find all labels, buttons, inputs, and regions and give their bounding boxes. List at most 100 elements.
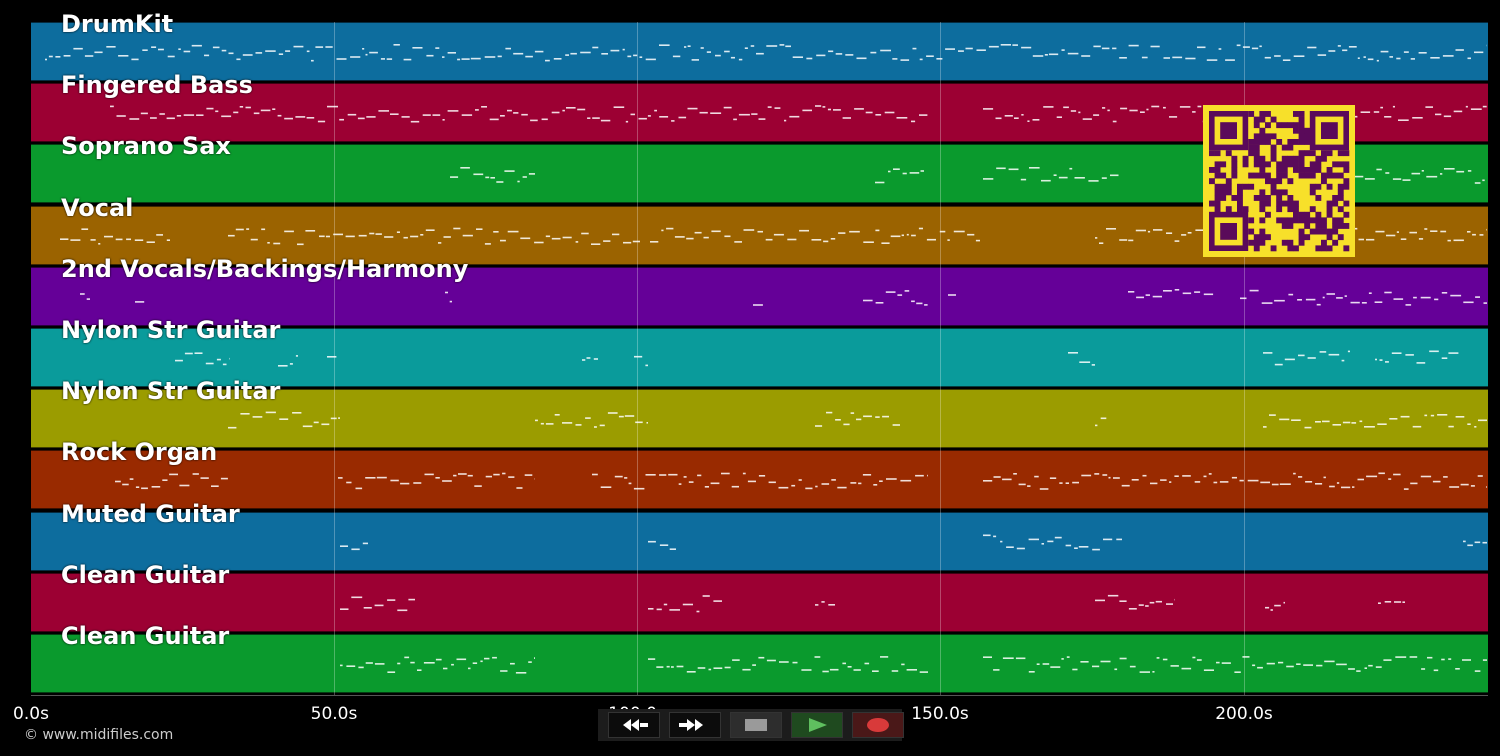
rewind-button[interactable]: [608, 712, 660, 738]
note-mark: [438, 242, 442, 244]
track-row[interactable]: [31, 450, 1488, 510]
note-mark: [508, 476, 515, 478]
track-row[interactable]: [31, 389, 1488, 449]
note-mark: [700, 47, 704, 49]
note-mark: [672, 55, 681, 58]
note-mark: [129, 118, 140, 120]
note-mark: [106, 46, 116, 48]
note-mark: [295, 116, 306, 118]
note-mark: [710, 482, 720, 485]
note-mark: [792, 661, 798, 664]
note-mark: [273, 242, 281, 245]
qr-code[interactable]: [1203, 105, 1355, 257]
note-mark: [765, 238, 773, 241]
note-mark: [178, 48, 181, 50]
note-mark: [815, 485, 818, 488]
note-mark: [875, 229, 880, 232]
note-mark: [1170, 665, 1179, 667]
note-mark: [278, 53, 284, 55]
note-mark: [1332, 424, 1341, 426]
note-mark: [472, 662, 478, 664]
note-mark: [1247, 479, 1259, 482]
note-mark: [676, 665, 684, 668]
note-mark: [577, 108, 586, 111]
note-mark: [410, 120, 420, 123]
note-mark: [1063, 106, 1069, 109]
note-mark: [1474, 541, 1481, 544]
stop-button[interactable]: [730, 712, 782, 738]
note-mark: [1352, 486, 1355, 488]
fast-forward-button[interactable]: [669, 712, 721, 738]
note-mark: [1348, 46, 1357, 48]
note-mark: [875, 302, 884, 304]
note-mark: [422, 114, 431, 116]
transport-bar: [598, 709, 904, 741]
note-mark: [1379, 359, 1383, 361]
note-mark: [1385, 361, 1389, 363]
note-mark: [393, 44, 400, 46]
record-button[interactable]: [852, 712, 904, 738]
note-mark: [413, 482, 422, 484]
note-mark: [221, 49, 227, 52]
note-mark: [1197, 105, 1202, 108]
note-mark: [375, 233, 382, 235]
note-mark: [862, 474, 872, 476]
note-mark: [1441, 658, 1445, 661]
note-mark: [1396, 57, 1401, 60]
note-mark: [1284, 358, 1295, 361]
note-mark: [1307, 46, 1317, 49]
track-row[interactable]: [31, 266, 1488, 326]
note-mark: [1418, 238, 1424, 240]
note-mark: [645, 364, 648, 367]
note-mark: [1012, 44, 1018, 46]
note-mark: [628, 482, 632, 485]
note-mark: [1412, 117, 1423, 119]
note-mark: [983, 656, 992, 658]
note-mark: [661, 229, 664, 232]
note-mark: [703, 236, 709, 239]
note-mark: [842, 662, 846, 665]
note-mark: [369, 51, 378, 54]
note-mark: [1323, 476, 1326, 479]
note-mark: [131, 58, 139, 61]
note-mark: [340, 664, 343, 667]
track-row[interactable]: [31, 511, 1488, 571]
note-mark: [350, 56, 361, 58]
note-mark: [500, 670, 508, 672]
note-mark: [1375, 230, 1385, 233]
note-mark: [351, 548, 360, 551]
note-mark: [1000, 540, 1003, 543]
note-mark: [1453, 239, 1464, 242]
note-mark: [634, 355, 643, 358]
note-mark: [553, 58, 562, 60]
note-mark: [1000, 44, 1011, 46]
note-mark: [1142, 474, 1147, 477]
note-mark: [953, 230, 965, 233]
note-mark: [734, 241, 742, 243]
note-mark: [1375, 666, 1382, 668]
note-mark: [1358, 238, 1364, 241]
note-mark: [723, 106, 732, 109]
track-row[interactable]: [31, 634, 1488, 693]
note-mark: [504, 170, 515, 172]
note-mark: [1470, 485, 1475, 487]
note-mark: [659, 544, 669, 546]
note-mark: [1192, 111, 1196, 113]
note-mark: [151, 486, 161, 488]
note-mark: [1181, 234, 1187, 236]
note-mark: [129, 478, 134, 480]
note-mark: [767, 106, 772, 108]
note-mark: [1082, 118, 1092, 120]
note-mark: [1150, 45, 1160, 48]
note-mark: [958, 50, 964, 52]
note-mark: [633, 487, 645, 490]
note-mark: [358, 666, 364, 669]
track-row[interactable]: [31, 328, 1488, 387]
note-mark: [702, 595, 710, 597]
track-row[interactable]: [31, 572, 1488, 632]
note-mark: [1162, 658, 1168, 661]
note-mark: [534, 50, 544, 53]
play-button[interactable]: [791, 712, 843, 738]
note-mark: [1279, 483, 1291, 485]
note-mark: [363, 607, 372, 609]
